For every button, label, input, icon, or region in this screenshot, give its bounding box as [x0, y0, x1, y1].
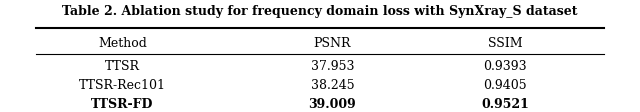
- Text: PSNR: PSNR: [314, 37, 351, 50]
- Text: Method: Method: [98, 37, 147, 50]
- Text: 0.9393: 0.9393: [483, 60, 527, 73]
- Text: TTSR-Rec101: TTSR-Rec101: [79, 79, 166, 91]
- Text: 39.009: 39.009: [308, 97, 356, 110]
- Text: 0.9405: 0.9405: [483, 79, 527, 91]
- Text: 37.953: 37.953: [310, 60, 354, 73]
- Text: TTSR: TTSR: [105, 60, 140, 73]
- Text: 38.245: 38.245: [310, 79, 354, 91]
- Text: TTSR-FD: TTSR-FD: [91, 97, 154, 110]
- Text: Table 2. Ablation study for frequency domain loss with SynXray_S dataset: Table 2. Ablation study for frequency do…: [62, 4, 578, 17]
- Text: SSIM: SSIM: [488, 37, 523, 50]
- Text: 0.9521: 0.9521: [481, 97, 529, 110]
